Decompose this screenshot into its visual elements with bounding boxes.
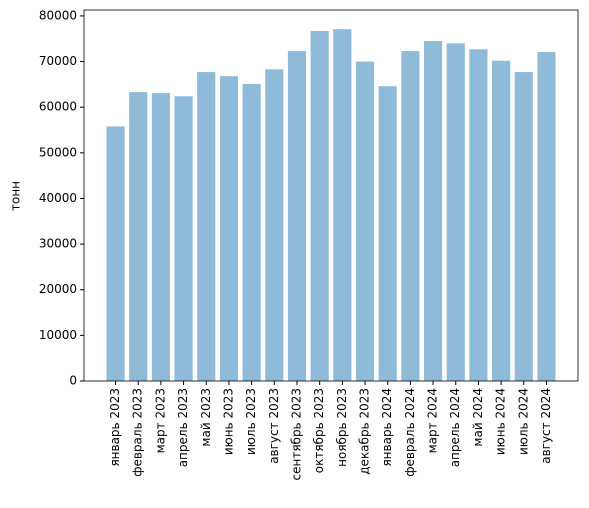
- x-tick-label: апрель 2024: [448, 388, 462, 467]
- y-tick-label: 50000: [39, 145, 77, 159]
- x-tick-label: август 2024: [539, 388, 553, 464]
- bar: [492, 60, 511, 381]
- x-tick-label: ноябрь 2023: [335, 388, 349, 467]
- bar: [401, 51, 420, 382]
- bar: [287, 51, 307, 382]
- x-tick-label: январь 2024: [380, 388, 394, 467]
- y-tick-label: 60000: [39, 100, 77, 114]
- plot-frame: [83, 9, 579, 382]
- y-tick-label: 20000: [39, 282, 77, 296]
- bar: [106, 126, 125, 381]
- x-tick-label: октябрь 2023: [312, 388, 326, 473]
- bar: [333, 29, 352, 382]
- y-tick-label: 10000: [39, 328, 77, 342]
- y-tick-label: 80000: [39, 8, 77, 22]
- y-axis-label: тонн: [9, 181, 23, 211]
- bar: [537, 51, 556, 381]
- bar: [151, 93, 170, 381]
- x-tick-label: август 2023: [267, 388, 281, 464]
- x-tick-label: февраль 2024: [403, 388, 417, 477]
- x-tick-label: май 2024: [471, 388, 485, 447]
- x-tick-label: март 2024: [426, 388, 440, 453]
- x-tick-label: май 2023: [199, 388, 213, 447]
- bar: [355, 61, 375, 382]
- bar: [423, 41, 443, 381]
- x-tick-label: сентябрь 2023: [289, 388, 303, 480]
- bar: [514, 72, 533, 382]
- bar: [310, 30, 329, 381]
- bar: [242, 83, 261, 381]
- x-tick-label: июль 2023: [244, 388, 258, 455]
- bar: [174, 96, 193, 382]
- x-tick-label: июнь 2023: [221, 388, 235, 455]
- y-tick-label: 40000: [39, 191, 77, 205]
- bar: [129, 92, 148, 381]
- bar: [469, 49, 488, 381]
- bar: [219, 76, 239, 381]
- x-tick-label: январь 2023: [108, 388, 122, 467]
- x-tick-label: июнь 2024: [494, 388, 508, 455]
- y-tick-label: 70000: [39, 54, 77, 68]
- x-tick-label: февраль 2023: [131, 388, 145, 477]
- bar: [265, 69, 284, 382]
- bar: [197, 72, 216, 382]
- bar: [446, 43, 465, 381]
- y-tick-label: 30000: [39, 237, 77, 251]
- x-tick-label: март 2023: [153, 388, 167, 453]
- x-tick-label: июль 2024: [516, 388, 530, 455]
- x-tick-label: декабрь 2023: [358, 388, 372, 475]
- bar: [378, 86, 397, 381]
- y-tick-label: 0: [69, 374, 77, 388]
- x-tick-label: апрель 2023: [176, 388, 190, 467]
